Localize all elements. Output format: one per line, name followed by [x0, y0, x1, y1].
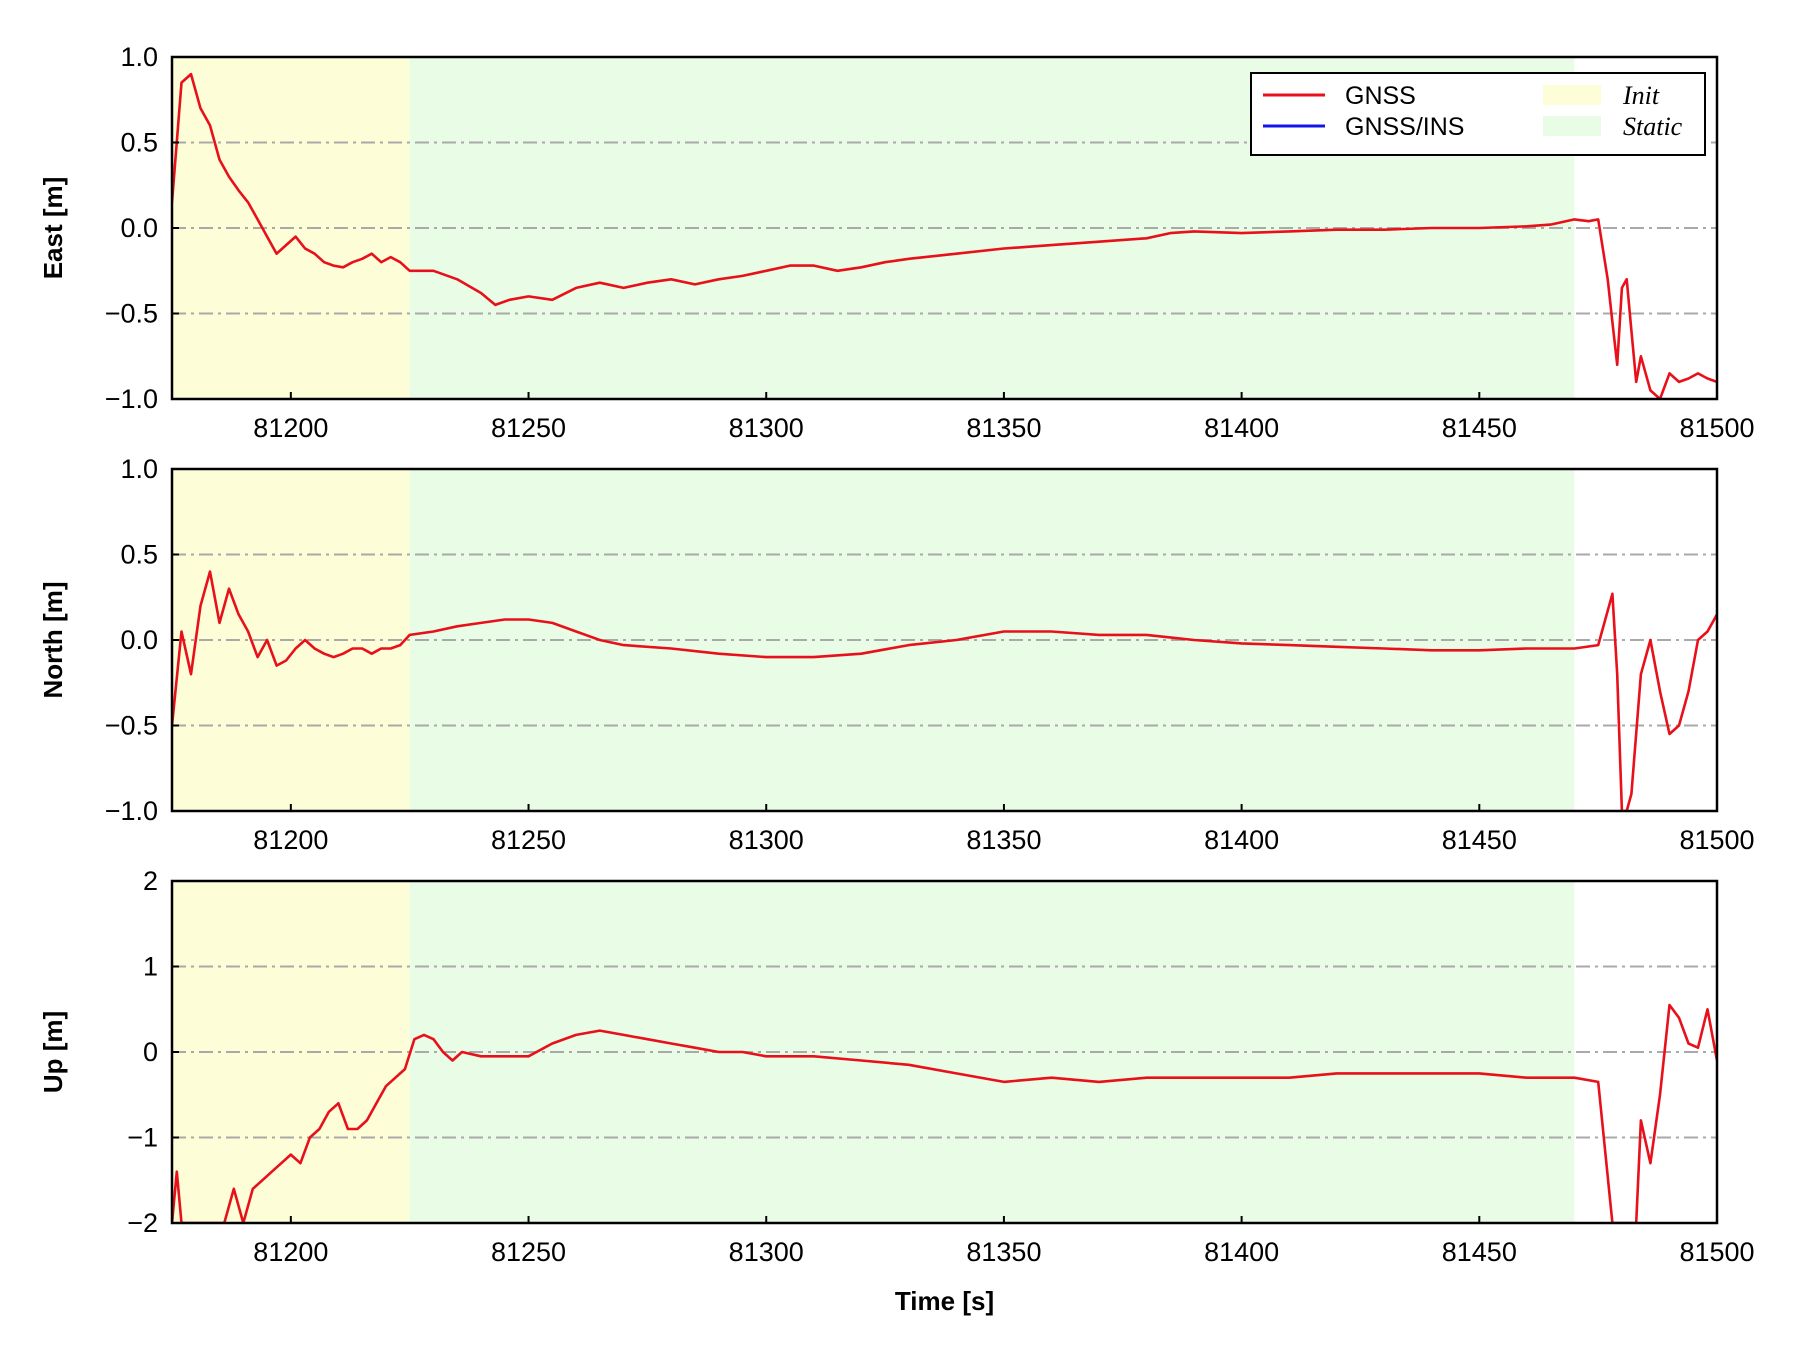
y-tick-label: 1.0: [120, 454, 158, 484]
y-axis-label: Up [m]: [38, 1011, 68, 1093]
y-tick-label: 1.0: [120, 42, 158, 72]
series-gnss-line: [172, 1003, 1717, 1223]
y-tick-label: −1: [127, 1123, 158, 1153]
x-tick-label: 81450: [1442, 413, 1517, 443]
legend-label: Static: [1623, 112, 1683, 141]
x-tick-label: 81400: [1204, 413, 1279, 443]
x-axis-label: Time [s]: [895, 1286, 994, 1316]
x-tick-label: 81350: [966, 825, 1041, 855]
y-axis-label: North [m]: [38, 582, 68, 699]
y-tick-label: 0.0: [120, 213, 158, 243]
y-tick-label: −1.0: [105, 384, 158, 414]
y-tick-label: −0.5: [105, 299, 158, 329]
y-tick-label: 1: [143, 952, 158, 982]
series-gnss-line: [172, 72, 1717, 399]
legend-box: [1250, 72, 1706, 156]
x-tick-label: 81500: [1679, 1237, 1754, 1267]
legend-shade-swatch: [1543, 85, 1601, 105]
panel-3: −2 −1 0 1 2 81200 81250 81300 81350 81400 81450 815…: [38, 866, 1755, 1267]
y-tick-label: −2: [127, 1208, 158, 1238]
series-gnss-line: [172, 570, 1717, 811]
legend-label: Init: [1622, 81, 1660, 110]
y-axis-label: East [m]: [38, 177, 68, 280]
panels-group: −1.0 −0.5 0.0 0.5 1.0 81200 81250 81300 81350 814…: [38, 42, 1755, 1267]
x-tick-label: 81250: [491, 413, 566, 443]
x-tick-label: 81400: [1204, 825, 1279, 855]
legend-label: GNSS: [1345, 82, 1416, 110]
y-tick-label: 0.5: [120, 128, 158, 158]
y-tick-label: 0.0: [120, 625, 158, 655]
x-tick-label: 81500: [1679, 413, 1754, 443]
x-tick-label: 81300: [729, 825, 804, 855]
x-tick-label: 81350: [966, 413, 1041, 443]
x-tick-label: 81200: [253, 825, 328, 855]
y-tick-label: 2: [143, 866, 158, 896]
x-tick-label: 81300: [729, 413, 804, 443]
x-tick-label: 81350: [966, 1237, 1041, 1267]
y-tick-label: −1.0: [105, 796, 158, 826]
x-tick-label: 81300: [729, 1237, 804, 1267]
legend-label: GNSS/INS: [1345, 113, 1464, 141]
x-tick-label: 81200: [253, 413, 328, 443]
x-tick-label: 81250: [491, 825, 566, 855]
legend-shade-swatch: [1543, 116, 1601, 136]
x-tick-label: 81400: [1204, 1237, 1279, 1267]
panel-1: −1.0 −0.5 0.0 0.5 1.0 81200 81250 81300 81350 814…: [38, 42, 1755, 443]
x-tick-label: 81250: [491, 1237, 566, 1267]
y-tick-label: 0: [143, 1037, 158, 1067]
x-tick-label: 81450: [1442, 825, 1517, 855]
x-tick-label: 81450: [1442, 1237, 1517, 1267]
y-tick-label: 0.5: [120, 540, 158, 570]
x-tick-label: 81200: [253, 1237, 328, 1267]
panel-2: −1.0 −0.5 0.0 0.5 1.0 81200 81250 81300 81350 814…: [38, 454, 1755, 855]
y-tick-label: −0.5: [105, 711, 158, 741]
x-tick-label: 81500: [1679, 825, 1754, 855]
